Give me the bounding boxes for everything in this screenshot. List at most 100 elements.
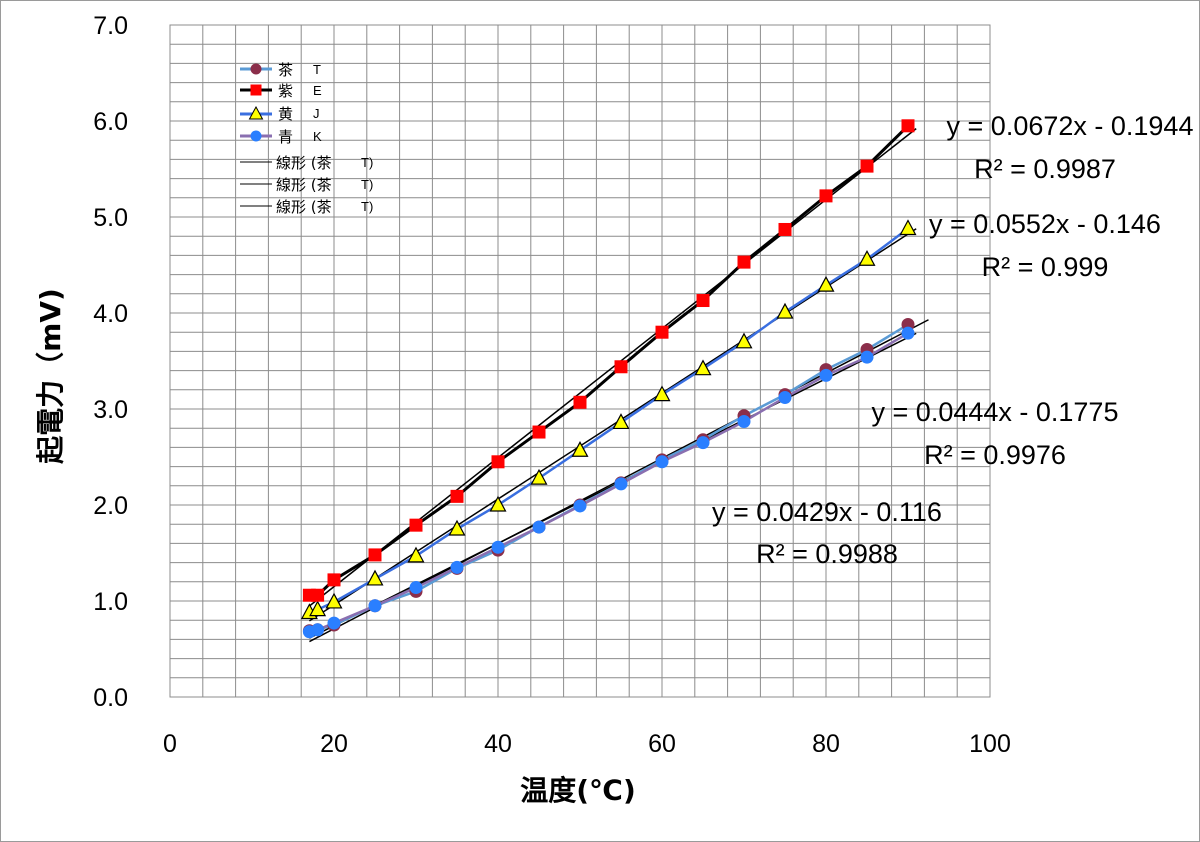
x-tick-label: 100: [969, 730, 1011, 758]
legend-entry-purple[interactable]: 紫 E: [240, 82, 322, 100]
data-point-J: [448, 519, 466, 536]
y-tick-label: 0.0: [93, 684, 128, 712]
y-tick-label: 7.0: [93, 12, 128, 40]
data-point-E: [614, 360, 628, 374]
x-tick-label: 60: [648, 730, 676, 758]
data-point-J: [899, 219, 917, 236]
legend-entry-tea[interactable]: 茶 T: [240, 61, 321, 79]
data-point-K: [491, 540, 505, 554]
r2-k: R² = 0.9988: [756, 539, 898, 569]
data-point-J: [309, 600, 327, 617]
data-point-E: [327, 573, 341, 587]
data-point-E: [450, 489, 464, 503]
legend-code-tea: T: [313, 62, 321, 77]
data-point-K: [368, 599, 382, 613]
data-point-J: [325, 592, 343, 609]
data-series: [300, 119, 917, 639]
data-point-J: [571, 441, 589, 457]
data-point-J: [653, 385, 671, 402]
axis-ticks: 0 20 40 60 80 100 0.0 1.0 2.0 3.0 4.0 5.0 6.0 7.0: [93, 12, 1011, 758]
legend: 茶 T 紫 E 黄 J 青 K 線形 (茶 T) 線形 (茶: [240, 61, 373, 216]
data-point-E: [491, 455, 505, 469]
data-point-E: [409, 518, 423, 532]
data-point-J: [694, 359, 712, 376]
y-tick-label: 4.0: [93, 300, 128, 328]
data-point-J: [776, 302, 794, 319]
legend-label-tea: 茶: [278, 61, 293, 79]
legend-label-blue: 青: [278, 128, 293, 146]
x-tick-label: 0: [163, 730, 177, 758]
y-tick-label: 6.0: [93, 108, 128, 136]
data-point-K: [778, 390, 792, 404]
legend-entry-linear-1[interactable]: 線形 (茶 T): [240, 154, 373, 172]
data-point-E: [532, 425, 546, 439]
data-point-K: [655, 455, 669, 469]
equation-j: y = 0.0552x - 0.146: [929, 209, 1161, 239]
legend-code-linear-3: T): [361, 199, 373, 214]
data-point-E: [311, 588, 325, 602]
y-tick-label: 3.0: [93, 396, 128, 424]
data-point-K: [311, 623, 325, 637]
data-point-K: [327, 616, 341, 630]
data-point-J: [366, 569, 384, 586]
data-point-E: [819, 189, 833, 203]
data-point-K: [860, 350, 874, 364]
x-tick-label: 40: [484, 730, 512, 758]
data-point-J: [489, 495, 507, 512]
legend-code-linear-1: T): [361, 155, 373, 170]
x-tick-label: 80: [812, 730, 840, 758]
r2-j: R² = 0.999: [982, 252, 1109, 282]
equation-k: y = 0.0429x - 0.116: [712, 497, 942, 527]
legend-label-linear-1: 線形 (茶: [276, 154, 332, 172]
legend-label-yellow: 黄: [278, 105, 293, 123]
plot-grid: [169, 24, 991, 698]
legend-entry-yellow[interactable]: 黄 J: [240, 105, 320, 123]
equation-t: y = 0.0444x - 0.1775: [872, 397, 1119, 427]
r2-e: R² = 0.9987: [974, 154, 1116, 184]
trend-equations: y = 0.0672x - 0.1944 R² = 0.9987 y = 0.0…: [712, 111, 1193, 569]
data-point-K: [737, 414, 751, 428]
data-point-K: [409, 581, 423, 595]
legend-label-linear-2: 線形 (茶: [276, 176, 332, 194]
data-point-K: [819, 368, 833, 382]
data-point-J: [817, 275, 835, 292]
plot-area: [169, 24, 991, 698]
legend-code-yellow: J: [313, 106, 320, 121]
data-point-E: [737, 255, 751, 269]
legend-entry-linear-2[interactable]: 線形 (茶 T): [240, 176, 373, 194]
y-tick-label: 1.0: [93, 588, 128, 616]
y-tick-label: 5.0: [93, 204, 128, 232]
equation-e: y = 0.0672x - 0.1944: [947, 111, 1194, 141]
r2-t: R² = 0.9976: [924, 440, 1066, 470]
data-point-K: [614, 477, 628, 491]
data-point-K: [901, 326, 915, 340]
data-point-E: [655, 325, 669, 339]
legend-entry-blue[interactable]: 青 K: [240, 128, 322, 146]
data-point-J: [530, 468, 548, 485]
trendline-2: [308, 228, 917, 622]
x-axis-title: 温度(℃): [520, 774, 636, 807]
data-point-E: [901, 119, 915, 133]
x-tick-label: 20: [320, 730, 348, 758]
legend-label-linear-3: 線形 (茶: [276, 198, 332, 216]
data-point-K: [532, 520, 546, 534]
y-tick-label: 2.0: [93, 492, 128, 520]
legend-code-blue: K: [313, 129, 322, 144]
y-axis-title: 起電力（mV): [34, 288, 67, 464]
data-point-J: [858, 249, 876, 266]
legend-code-linear-2: T): [361, 177, 373, 192]
data-point-J: [407, 546, 425, 563]
data-point-K: [696, 436, 710, 450]
data-point-E: [368, 548, 382, 562]
legend-label-purple: 紫: [278, 82, 293, 100]
data-point-E: [696, 294, 710, 308]
data-point-K: [450, 560, 464, 574]
data-point-E: [573, 395, 587, 409]
legend-entry-linear-3[interactable]: 線形 (茶 T): [240, 198, 373, 216]
data-point-J: [612, 413, 630, 430]
data-point-J: [735, 332, 753, 349]
legend-code-purple: E: [313, 83, 322, 98]
data-point-E: [778, 222, 792, 236]
data-point-E: [860, 159, 874, 173]
